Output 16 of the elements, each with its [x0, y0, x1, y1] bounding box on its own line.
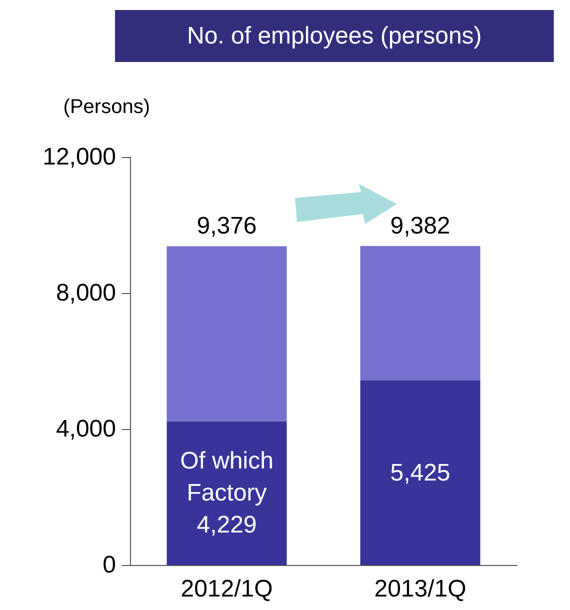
y-tick-label: 4,000 [56, 416, 116, 442]
bar [360, 380, 480, 565]
y-tick-label: 0 [102, 552, 116, 578]
y-tick-label: 12,000 [42, 144, 116, 170]
x-tick-label: 2013/1Q [374, 576, 466, 602]
total-label: 9,382 [390, 212, 450, 240]
x-tick-label: 2012/1Q [180, 576, 273, 602]
data-label: 5,425 [390, 459, 450, 486]
data-label: Of which Factory 4,229 [180, 448, 274, 539]
chart-title: No. of employees (persons) [187, 22, 482, 50]
bar [166, 421, 287, 565]
y-tick-label: 8,000 [56, 280, 116, 306]
bar [166, 246, 287, 422]
bar [360, 246, 480, 381]
y-axis-title: (Persons) [63, 96, 150, 118]
total-label: 9,376 [196, 212, 257, 240]
